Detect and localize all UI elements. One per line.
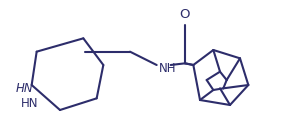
Text: HN: HN: [16, 81, 34, 95]
Text: NH: NH: [159, 62, 176, 74]
Text: HN: HN: [21, 97, 38, 110]
Text: O: O: [180, 8, 190, 21]
